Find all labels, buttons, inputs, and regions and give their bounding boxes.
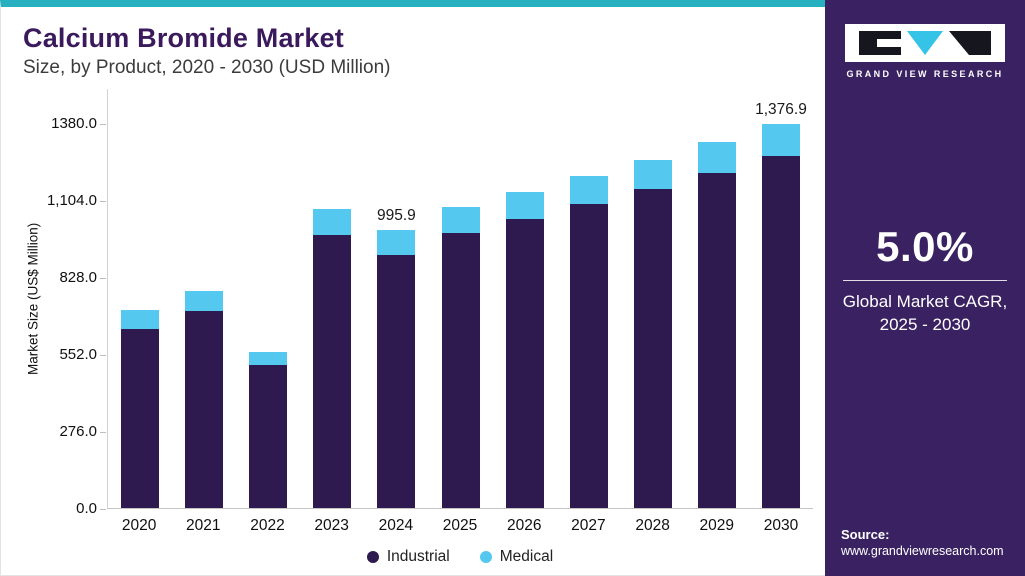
bar-medical-segment: [121, 309, 160, 329]
x-axis-year-label: 2030: [763, 517, 799, 534]
y-tick-label: 1380.0: [51, 115, 106, 132]
bar-medical-segment: [441, 206, 480, 233]
chart-panel: Calcium Bromide Market Size, by Product,…: [0, 0, 825, 576]
source-block: Source: www.grandviewresearch.com: [841, 527, 1009, 558]
cagr-label-line1: Global Market CAGR,: [842, 292, 1008, 312]
legend-label: Medical: [499, 548, 554, 565]
bar-medical-segment: [697, 142, 736, 174]
legend-item-industrial: Industrial: [366, 548, 450, 566]
chart-subtitle: Size, by Product, 2020 - 2030 (USD Milli…: [23, 57, 391, 78]
bar-industrial-segment: [185, 311, 224, 508]
legend: Industrial Medical: [107, 548, 813, 566]
x-axis-year-label: 2022: [250, 517, 285, 534]
sidebar: GRAND VIEW RESEARCH 5.0% Global Market C…: [825, 0, 1025, 576]
bar-medical-segment: [505, 191, 544, 219]
bar-total-label: 995.9: [377, 207, 416, 225]
x-axis-year-label: 2026: [506, 517, 542, 534]
legend-swatch-medical-icon: [479, 551, 492, 563]
bar-column: [685, 89, 749, 508]
bar-medical-segment: [185, 290, 224, 312]
legend-label: Industrial: [386, 548, 450, 565]
grand-view-research-logo: GRAND VIEW RESEARCH: [841, 24, 1009, 79]
logo-text: GRAND VIEW RESEARCH: [846, 69, 1004, 79]
bar-industrial-segment: [761, 156, 800, 508]
y-axis: 1380.0 1,104.0 828.0 552.0 276.0 0.0: [43, 89, 107, 517]
logo-mark: [845, 24, 1005, 62]
bar-medical-segment: [377, 230, 416, 255]
plot-main: 995.9 1,376.9 2020 2021 2022 2023 2024 2025 202…: [107, 89, 813, 566]
source-url: www.grandviewresearch.com: [841, 544, 1004, 558]
bar-column: [557, 89, 621, 508]
x-axis-year-label: 2023: [314, 517, 349, 534]
cagr-block: 5.0% Global Market CAGR, 2025 - 2030: [841, 223, 1009, 337]
bar-medical-segment: [569, 176, 608, 205]
y-tick-label: 276.0: [59, 423, 106, 440]
x-axis-year-label: 2021: [186, 517, 221, 534]
x-axis-year-label: 2020: [121, 517, 157, 534]
x-axis-year-label: 2028: [635, 517, 670, 534]
bar-column: 995.9: [364, 89, 428, 508]
bar-column: [428, 89, 492, 508]
y-tick-label: 0.0: [76, 500, 106, 517]
logo-glyphs-icon: [859, 31, 991, 55]
bar-industrial-segment: [697, 173, 736, 508]
bar-total-label: 1,376.9: [755, 100, 807, 118]
cagr-label-line2: 2025 - 2030: [879, 315, 971, 334]
bar-industrial-segment: [313, 235, 352, 508]
chart-title: Calcium Bromide Market: [23, 23, 344, 53]
plot-area: 995.9 1,376.9: [107, 89, 813, 509]
bar-industrial-segment: [633, 189, 672, 508]
y-tick-label: 1,104.0: [46, 192, 107, 209]
bar-column: [172, 89, 236, 508]
bar-industrial-segment: [441, 232, 480, 508]
source-label: Source:: [841, 527, 890, 542]
bar-column: [236, 89, 300, 508]
x-axis: 2020 2021 2022 2023 2024 2025 2026 2027 2028 2029…: [107, 517, 813, 535]
bar-industrial-segment: [377, 254, 416, 508]
bar-column: 1,376.9: [749, 89, 813, 508]
x-axis-year-label: 2029: [699, 517, 735, 534]
x-axis-year-label: 2027: [571, 517, 606, 534]
bar-industrial-segment: [249, 364, 288, 508]
y-axis-title: Market Size (US$ Million): [25, 222, 41, 376]
legend-swatch-industrial-icon: [366, 551, 379, 563]
x-axis-year-label: 2024: [378, 517, 414, 534]
bar-industrial-segment: [505, 218, 544, 508]
bar-column: [108, 89, 172, 508]
bar-column: [493, 89, 557, 508]
y-tick-label: 552.0: [59, 346, 106, 363]
bar-medical-segment: [313, 209, 352, 236]
bar-medical-segment: [761, 123, 800, 157]
bar-column: [300, 89, 364, 508]
chart-area: Market Size (US$ Million) 1380.0 1,104.0 8…: [23, 89, 813, 566]
bar-column: [621, 89, 685, 508]
y-tick-label: 828.0: [59, 269, 106, 286]
cagr-label: Global Market CAGR, 2025 - 2030: [841, 291, 1009, 337]
x-axis-year-label: 2025: [442, 517, 478, 534]
cagr-value: 5.0%: [876, 223, 974, 271]
cagr-divider: [843, 280, 1007, 282]
bar-medical-segment: [633, 159, 672, 190]
bar-industrial-segment: [569, 204, 608, 508]
bar-medical-segment: [249, 352, 288, 365]
legend-item-medical: Medical: [479, 548, 554, 566]
bar-industrial-segment: [121, 328, 160, 508]
